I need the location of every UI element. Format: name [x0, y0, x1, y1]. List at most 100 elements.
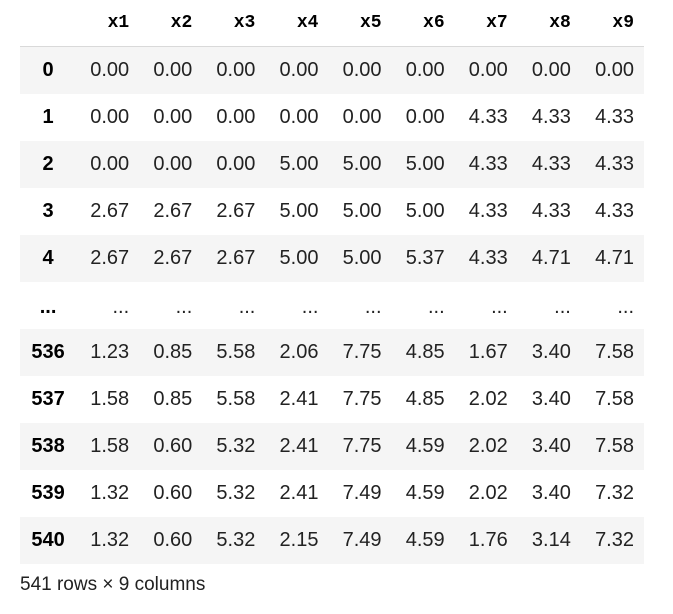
table-cell: 4.33 [595, 199, 634, 222]
table-cell: 7.58 [595, 434, 634, 457]
row-index: 540 [31, 528, 65, 551]
table-cell: 2.67 [216, 199, 256, 222]
table-cell: ... [364, 295, 382, 318]
table-cell: ... [427, 295, 445, 318]
column-header: x3 [202, 0, 266, 47]
table-cell: 4.33 [468, 246, 508, 269]
table-cell: 0.00 [216, 58, 256, 81]
table-cell: 2.67 [90, 199, 130, 222]
table-cell: 7.58 [595, 387, 634, 410]
table-cell: 1.58 [90, 387, 130, 410]
table-cell: 0.00 [90, 105, 130, 128]
table-cell: ... [554, 295, 571, 318]
table-row: 2 0.00 0.00 0.00 5.00 5.00 5.00 4.33 4.33 4.33 [20, 140, 644, 188]
table-cell: 0.85 [153, 340, 193, 363]
table-cell: 4.33 [531, 199, 571, 222]
table-cell: ... [112, 295, 130, 318]
table-cell: 0.00 [342, 105, 382, 128]
table-cell: 0.60 [153, 434, 193, 457]
table-cell: 7.49 [342, 528, 382, 551]
table-cell: 4.71 [595, 246, 634, 269]
table-cell: 2.41 [279, 387, 319, 410]
header-row: x1 x2 x3 x4 x5 x6 x7 x8 x9 [20, 0, 644, 47]
table-cell: 5.00 [342, 199, 382, 222]
table-cell: 5.00 [342, 152, 382, 175]
table-cell: 4.85 [405, 340, 445, 363]
table-row: 538 1.58 0.60 5.32 2.41 7.75 4.59 2.02 3.40 7.58 [20, 422, 644, 470]
table-cell: 2.02 [468, 434, 508, 457]
ellipsis-row: .............................. [20, 282, 644, 329]
table-cell: 4.85 [405, 387, 445, 410]
table-cell: 0.60 [153, 528, 193, 551]
table-cell: ... [617, 295, 634, 318]
table-cell: 5.58 [216, 340, 256, 363]
table-cell: 5.32 [216, 528, 256, 551]
table-row: 1 0.00 0.00 0.00 0.00 0.00 0.00 4.33 4.33 4.33 [20, 94, 644, 141]
column-header: x9 [580, 0, 644, 47]
table-cell: 5.37 [405, 246, 445, 269]
table-cell: 1.23 [90, 340, 130, 363]
table-cell: 0.00 [405, 58, 445, 81]
table-cell: 4.33 [595, 152, 634, 175]
dataframe-output: x1 x2 x3 x4 x5 x6 x7 x8 x9 0 0.00 0.00 0.00 0.00 0.00… [20, 0, 644, 564]
row-index: 538 [31, 434, 65, 457]
column-header: x1 [76, 0, 140, 47]
table-cell: ... [491, 295, 508, 318]
table-cell: 1.67 [468, 340, 508, 363]
table-cell: 3.40 [531, 434, 571, 457]
table-header: x1 x2 x3 x4 x5 x6 x7 x8 x9 [20, 0, 644, 47]
table-cell: 0.00 [595, 58, 634, 81]
table-cell: 4.33 [531, 152, 571, 175]
table-row: 0 0.00 0.00 0.00 0.00 0.00 0.00 0.00 0.00 0.00 [20, 46, 644, 94]
table-cell: 0.00 [90, 58, 130, 81]
table-cell: 2.67 [153, 199, 193, 222]
table-cell: 0.00 [216, 105, 256, 128]
table-cell: 7.75 [342, 340, 382, 363]
table-cell: 5.00 [405, 152, 445, 175]
column-header: x6 [391, 0, 455, 47]
table-cell: 4.33 [468, 152, 508, 175]
table-cell: 7.75 [342, 434, 382, 457]
table-row: 539 1.32 0.60 5.32 2.41 7.49 4.59 2.02 3.40 7.32 [20, 470, 644, 517]
table-cell: 4.33 [468, 105, 508, 128]
table-cell: 4.33 [468, 199, 508, 222]
table-cell: ... [175, 295, 193, 318]
table-cell: 3.14 [531, 528, 571, 551]
table-cell: 4.33 [531, 105, 571, 128]
table-cell: 0.00 [342, 58, 382, 81]
table-cell: 4.33 [595, 105, 634, 128]
table-cell: 1.32 [90, 481, 130, 504]
table-cell: 4.59 [405, 481, 445, 504]
row-index: 3 [42, 199, 54, 222]
table-body: 0 0.00 0.00 0.00 0.00 0.00 0.00 0.00 0.00 0.00 1 0.… [20, 46, 644, 564]
table-cell: 1.32 [90, 528, 130, 551]
table-cell: 5.00 [279, 199, 319, 222]
table-cell: 2.67 [90, 246, 130, 269]
table-row: 536 1.23 0.85 5.58 2.06 7.75 4.85 1.67 3.40 7.58 [20, 328, 644, 376]
column-header: x2 [139, 0, 203, 47]
table-cell: 1.76 [468, 528, 508, 551]
table-cell: 3.40 [531, 387, 571, 410]
table-cell: 7.49 [342, 481, 382, 504]
row-index: 539 [31, 481, 65, 504]
table-cell: 0.00 [279, 105, 319, 128]
table-cell: 5.00 [279, 246, 319, 269]
shape-summary: 541 rows × 9 columns [20, 574, 206, 595]
table-cell: 0.00 [90, 152, 130, 175]
table-cell: 0.00 [216, 152, 256, 175]
dataframe-table: x1 x2 x3 x4 x5 x6 x7 x8 x9 0 0.00 0.00 0.00 0.00 0.00… [20, 0, 644, 564]
table-cell: ... [301, 295, 319, 318]
column-header: x5 [328, 0, 392, 47]
row-index: 4 [42, 246, 54, 269]
table-cell: 7.58 [595, 340, 634, 363]
row-index: 0 [42, 58, 54, 81]
table-cell: 5.32 [216, 481, 256, 504]
table-row: 3 2.67 2.67 2.67 5.00 5.00 5.00 4.33 4.33 4.33 [20, 188, 644, 235]
table-cell: 5.00 [279, 152, 319, 175]
index-header [20, 0, 77, 47]
table-cell: 7.32 [595, 481, 634, 504]
row-index: 536 [31, 340, 65, 363]
table-cell: 5.00 [342, 246, 382, 269]
table-cell: 0.00 [468, 58, 508, 81]
table-cell: 5.00 [405, 199, 445, 222]
